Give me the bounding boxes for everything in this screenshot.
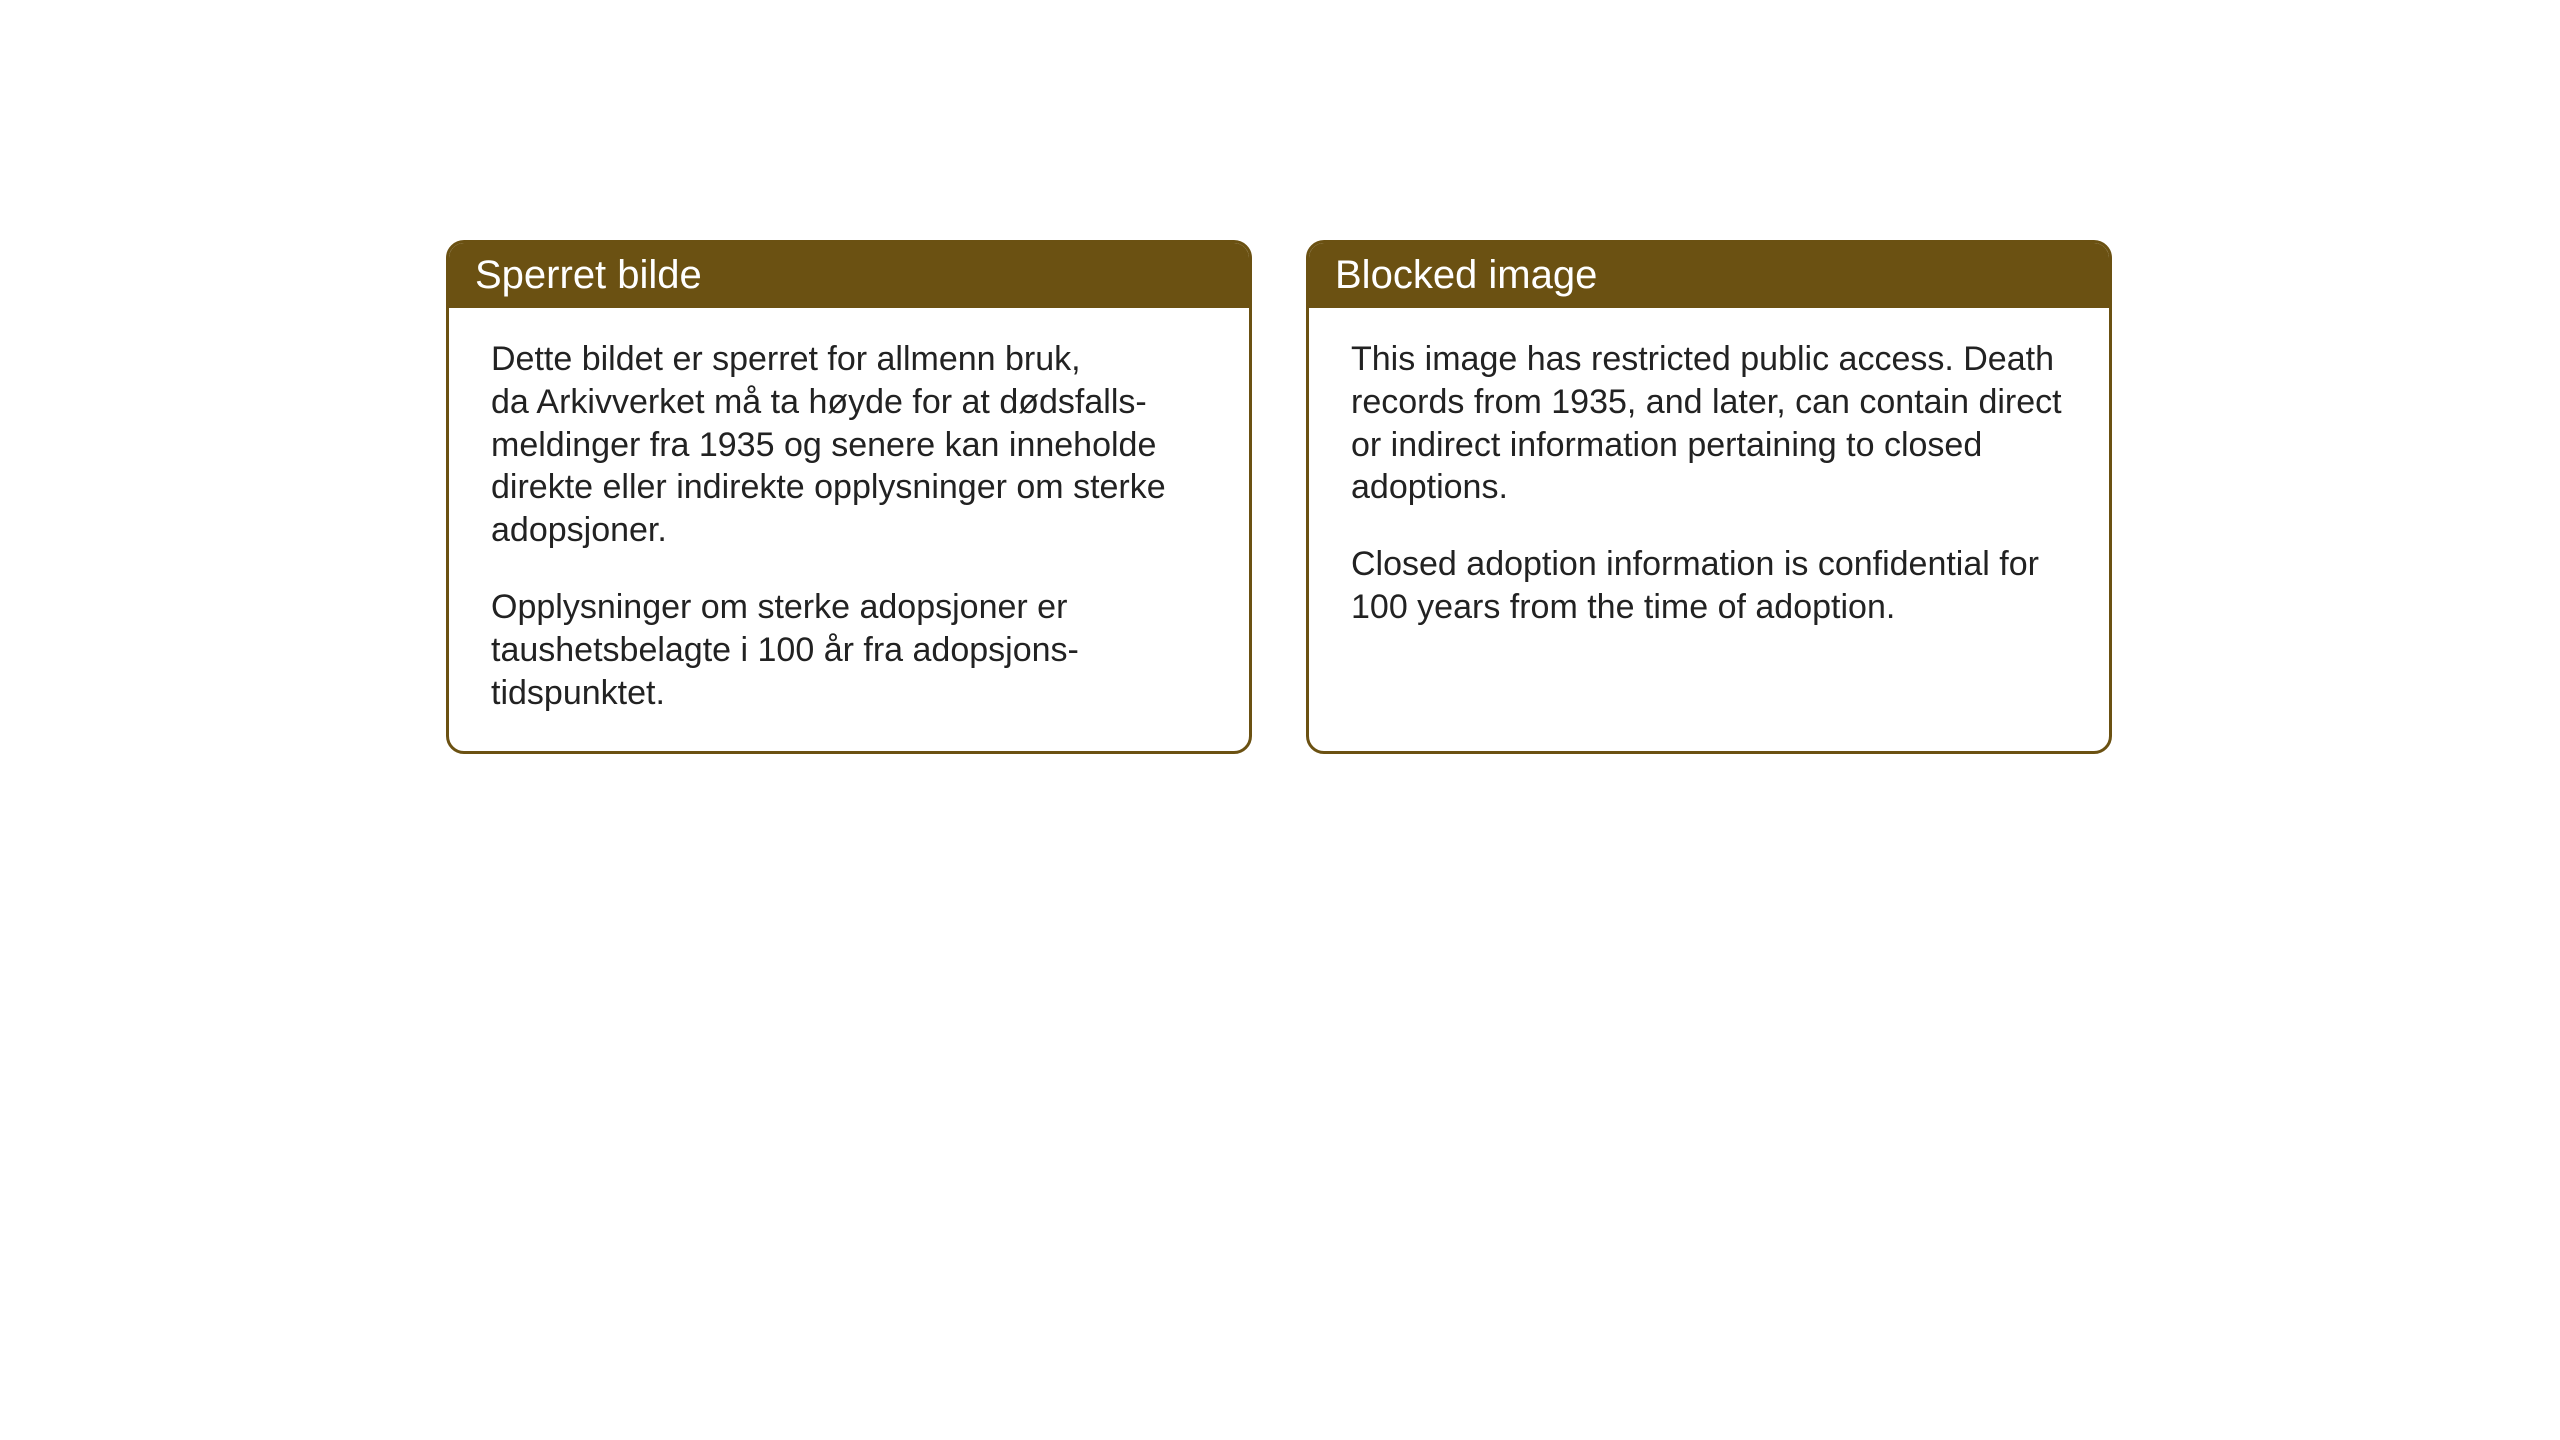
card-para1-norwegian: Dette bildet er sperret for allmenn bruk… (491, 338, 1207, 552)
card-para2-norwegian: Opplysninger om sterke adopsjoner er tau… (491, 586, 1207, 714)
card-header-norwegian: Sperret bilde (449, 243, 1249, 308)
cards-container: Sperret bilde Dette bildet er sperret fo… (446, 240, 2112, 754)
card-english: Blocked image This image has restricted … (1306, 240, 2112, 754)
card-norwegian: Sperret bilde Dette bildet er sperret fo… (446, 240, 1252, 754)
card-body-english: This image has restricted public access.… (1309, 308, 2109, 665)
card-title-english: Blocked image (1335, 253, 1597, 297)
card-body-norwegian: Dette bildet er sperret for allmenn bruk… (449, 308, 1249, 751)
card-title-norwegian: Sperret bilde (475, 253, 702, 297)
card-para2-english: Closed adoption information is confident… (1351, 543, 2067, 629)
card-header-english: Blocked image (1309, 243, 2109, 308)
card-para1-english: This image has restricted public access.… (1351, 338, 2067, 509)
